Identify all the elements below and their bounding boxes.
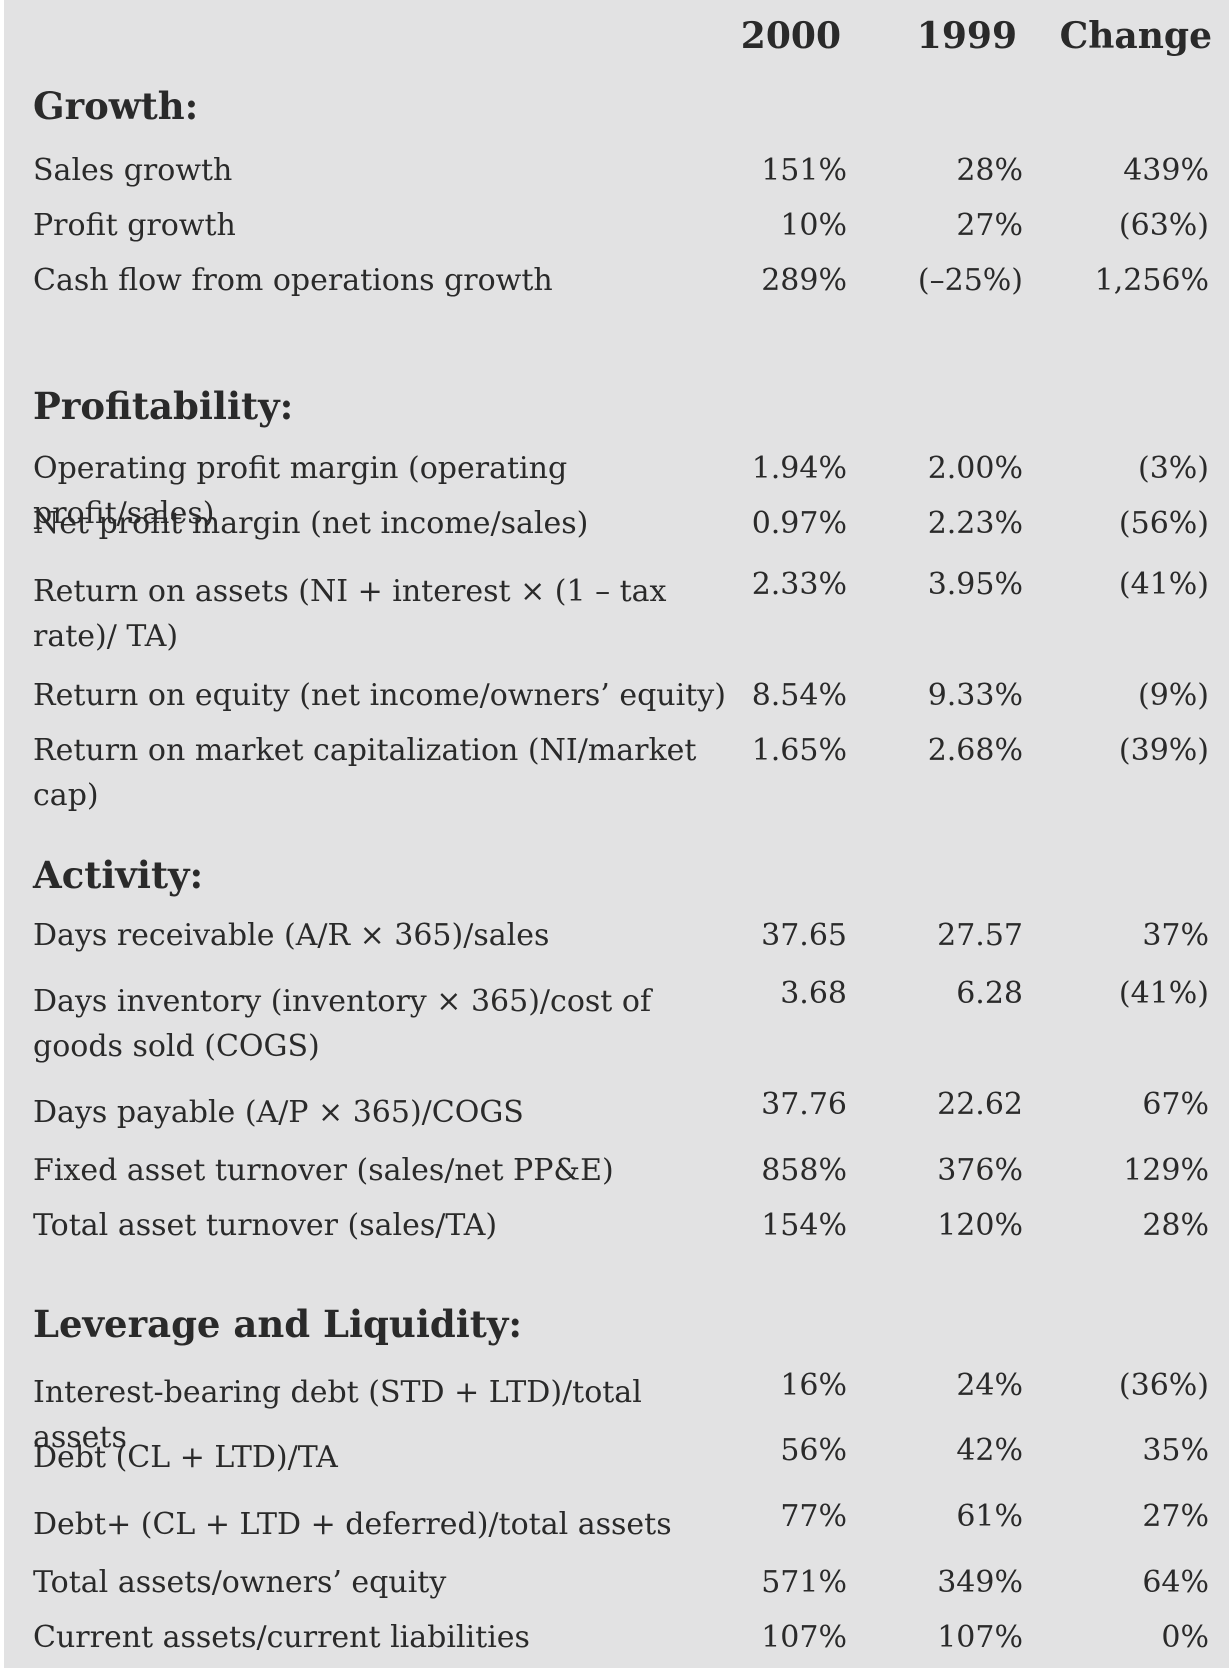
cell-1999: 3.95% (927, 567, 1023, 602)
cell-1999: 24% (956, 1368, 1023, 1403)
row-label: Current assets/current liabilities (33, 1620, 530, 1655)
cell-1999: 349% (937, 1565, 1023, 1600)
cell-2000: 151% (761, 153, 847, 188)
cell-2000: 289% (761, 263, 847, 298)
cell-2000: 56% (780, 1433, 847, 1468)
column-header-change: Change (1059, 15, 1212, 57)
cell-change: (39%) (1118, 733, 1209, 768)
cell-2000: 8.54% (751, 678, 847, 713)
row-label: Profit growth (33, 208, 236, 243)
row-label: Debt+ (CL + LTD + deferred)/total assets (33, 1507, 672, 1542)
row-label: Total asset turnover (sales/TA) (33, 1208, 498, 1243)
cell-change: (56%) (1118, 506, 1209, 541)
cell-1999: 27.57 (937, 918, 1023, 953)
cell-2000: 77% (780, 1499, 847, 1534)
row-label: Total assets/owners’ equity (33, 1565, 447, 1600)
row-label: Sales growth (33, 153, 233, 188)
row-label: Interest-bearing debt (STD + LTD)/total … (33, 1375, 642, 1455)
cell-2000: 0.97% (751, 506, 847, 541)
ratio-table: 2000 1999 Change Growth: Sales growth 15… (4, 0, 1229, 1668)
cell-1999: 2.00% (927, 451, 1023, 486)
cell-change: 129% (1123, 1153, 1209, 1188)
cell-1999: 42% (956, 1433, 1023, 1468)
row-label: Fixed asset turnover (sales/net PP&E) (33, 1153, 614, 1188)
cell-2000: 10% (780, 208, 847, 243)
cell-2000: 2.33% (751, 567, 847, 602)
cell-1999: 2.68% (927, 733, 1023, 768)
cell-change: 1,256% (1094, 263, 1209, 298)
cell-change: (36%) (1118, 1368, 1209, 1403)
cell-change: 28% (1142, 1208, 1209, 1243)
cell-1999: 28% (956, 153, 1023, 188)
cell-change: (63%) (1118, 208, 1209, 243)
cell-2000: 107% (761, 1620, 847, 1655)
row-label: Days receivable (A/R × 365)/sales (33, 918, 550, 953)
cell-1999: 22.62 (937, 1087, 1023, 1122)
cell-change: (41%) (1118, 976, 1209, 1011)
cell-change: 67% (1142, 1087, 1209, 1122)
cell-2000: 1.65% (751, 733, 847, 768)
row-label: Debt (CL + LTD)/TA (33, 1440, 338, 1475)
cell-2000: 154% (761, 1208, 847, 1243)
section-title-activity: Activity: (33, 853, 204, 897)
cell-1999: 61% (956, 1499, 1023, 1534)
cell-change: (41%) (1118, 567, 1209, 602)
cell-change: 35% (1142, 1433, 1209, 1468)
cell-1999: 27% (956, 208, 1023, 243)
cell-change: 27% (1142, 1499, 1209, 1534)
cell-change: (9%) (1137, 678, 1209, 713)
row-label: Days payable (A/P × 365)/COGS (33, 1095, 524, 1130)
section-title-leverage-liquidity: Leverage and Liquidity: (33, 1302, 523, 1346)
cell-1999: 120% (937, 1208, 1023, 1243)
cell-2000: 858% (761, 1153, 847, 1188)
cell-2000: 1.94% (751, 451, 847, 486)
row-label: Return on equity (net income/owners’ equ… (33, 678, 726, 713)
row-label: Cash flow from operations growth (33, 263, 553, 298)
row-label: Operating profit margin (operating profi… (33, 451, 568, 531)
cell-1999: (–25%) (917, 263, 1023, 298)
column-header-1999: 1999 (916, 15, 1017, 57)
cell-2000: 571% (761, 1565, 847, 1600)
cell-1999: 9.33% (927, 678, 1023, 713)
column-header-2000: 2000 (740, 15, 841, 57)
row-label: Return on assets (NI + interest × (1 – t… (33, 574, 667, 654)
cell-change: 64% (1142, 1565, 1209, 1600)
cell-change: 439% (1123, 153, 1209, 188)
cell-2000: 37.65 (761, 918, 847, 953)
cell-1999: 376% (937, 1153, 1023, 1188)
cell-2000: 3.68 (780, 976, 847, 1011)
section-title-growth: Growth: (33, 84, 199, 128)
cell-1999: 107% (937, 1620, 1023, 1655)
cell-change: 37% (1142, 918, 1209, 953)
cell-2000: 37.76 (761, 1087, 847, 1122)
row-label: Return on market capitalization (NI/mark… (33, 733, 697, 813)
cell-1999: 6.28 (956, 976, 1023, 1011)
cell-change: 0% (1161, 1620, 1209, 1655)
cell-change: (3%) (1137, 451, 1209, 486)
cell-1999: 2.23% (927, 506, 1023, 541)
cell-2000: 16% (780, 1368, 847, 1403)
section-title-profitability: Profitability: (33, 384, 294, 428)
row-label: Net profit margin (net income/sales) (33, 506, 589, 541)
row-label: Days inventory (inventory × 365)/cost of… (33, 984, 652, 1064)
